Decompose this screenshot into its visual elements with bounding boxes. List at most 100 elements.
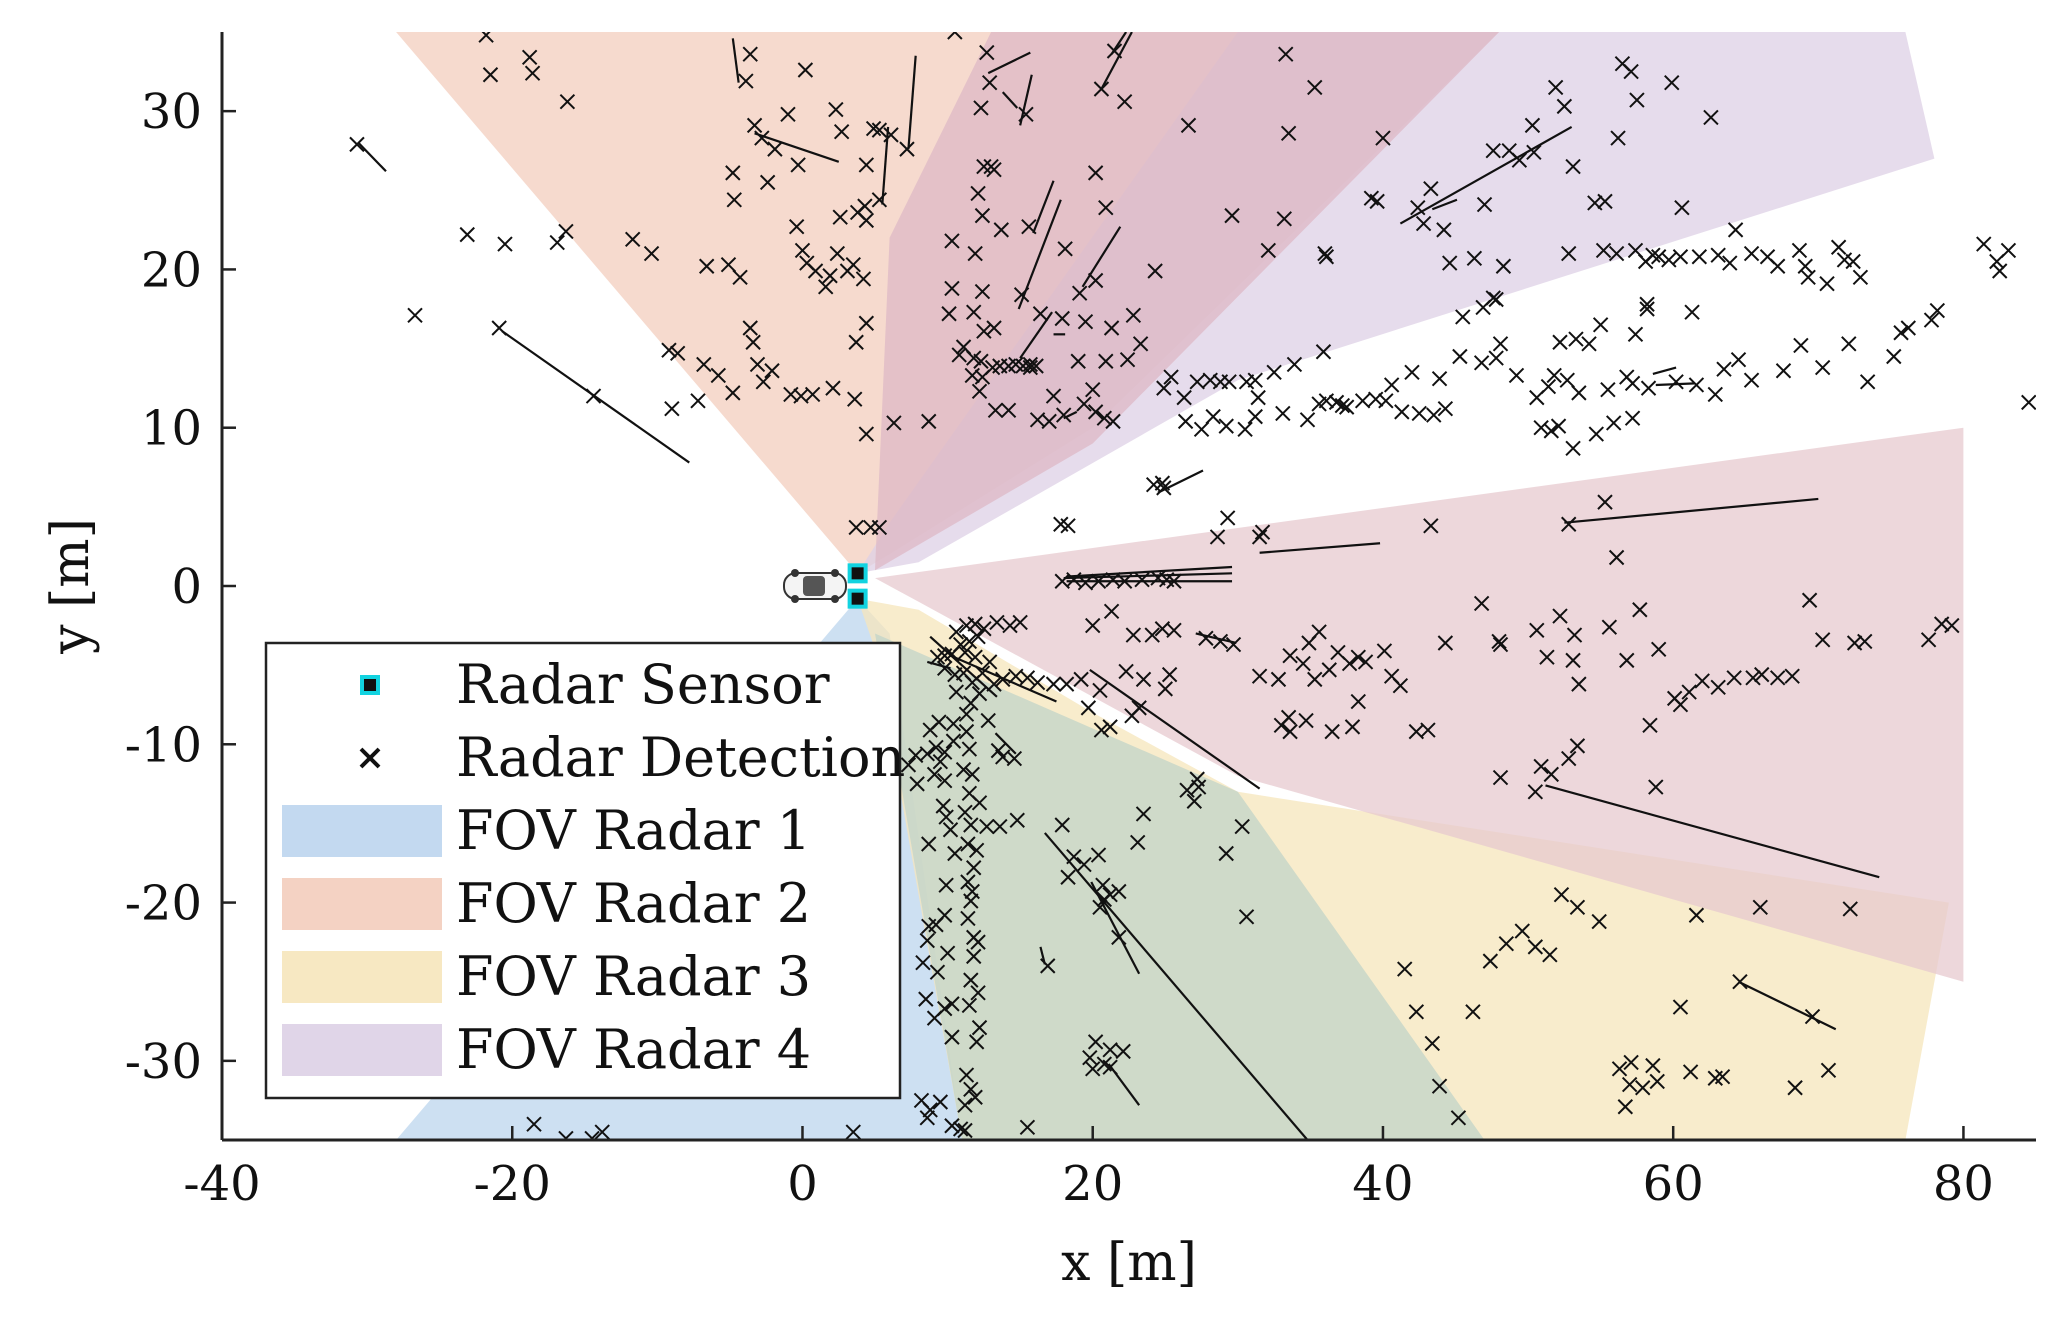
radar-detection-point bbox=[939, 945, 956, 961]
radar-detection-point bbox=[1218, 845, 1234, 862]
radar-detection-point bbox=[585, 388, 602, 404]
radar-detection-point bbox=[1060, 518, 1076, 534]
radar-detection-point bbox=[1886, 348, 1902, 365]
radar-detection-point bbox=[1087, 1034, 1104, 1050]
radar-detection-point bbox=[797, 62, 814, 78]
fov-region-5 bbox=[875, 633, 1485, 1140]
radar-detection-point bbox=[1600, 382, 1616, 398]
radar-detection-point bbox=[1397, 961, 1413, 977]
legend-label: Radar Sensor bbox=[456, 653, 830, 716]
radar-detection-point bbox=[754, 130, 770, 146]
radar-detection-point bbox=[661, 342, 677, 358]
radar-detection-point bbox=[948, 624, 965, 640]
radar-detection-point bbox=[1514, 923, 1530, 939]
radar-detection-point bbox=[989, 614, 1005, 631]
radar-detection-point bbox=[1455, 309, 1471, 325]
radar-detection-point bbox=[986, 162, 1002, 178]
radar-detection-point bbox=[1769, 670, 1786, 686]
radar-detection-point bbox=[1621, 1076, 1638, 1093]
radar-detection-point bbox=[1282, 647, 1298, 664]
radar-detection-point bbox=[1923, 312, 1940, 328]
radar-detection-point bbox=[865, 120, 882, 137]
radar-detection-point bbox=[1565, 652, 1581, 669]
radar-detection-point bbox=[964, 766, 980, 783]
legend-swatch bbox=[282, 1024, 442, 1076]
radar-detection-point bbox=[1426, 407, 1442, 423]
y-tick-label: 20 bbox=[141, 242, 202, 298]
detection-track bbox=[1564, 497, 1819, 524]
radar-detection-point bbox=[1013, 287, 1030, 303]
radar-detection-point bbox=[909, 776, 925, 792]
radar-detection-point bbox=[1450, 1110, 1467, 1126]
radar-detection-point bbox=[1238, 909, 1255, 925]
fov-region-4 bbox=[857, 32, 1935, 574]
radar-detection-point bbox=[1565, 158, 1581, 175]
radar-detection-point bbox=[1775, 363, 1792, 379]
radar-detection-point bbox=[738, 73, 754, 89]
radar-detection-point bbox=[945, 716, 962, 732]
legend-label: FOV Radar 4 bbox=[456, 1018, 811, 1081]
radar-detection-point bbox=[1076, 856, 1092, 873]
radar-detection-point bbox=[822, 268, 838, 284]
radar-detection-point bbox=[1743, 245, 1760, 262]
radar-detection-point bbox=[1096, 410, 1113, 426]
radar-detection-point bbox=[855, 271, 872, 287]
radar-detection-point bbox=[979, 44, 995, 61]
radar-detection-point bbox=[995, 671, 1011, 688]
radar-detection-point bbox=[1688, 377, 1705, 393]
radar-detection-point bbox=[871, 122, 888, 138]
radar-detection-point bbox=[558, 223, 574, 240]
x-tick-label: -20 bbox=[474, 1156, 551, 1212]
radar-detection-point bbox=[1527, 939, 1544, 955]
radar-detection-point bbox=[1624, 410, 1641, 426]
radar-sensor-marker bbox=[847, 588, 868, 609]
radar-detection-point bbox=[942, 822, 959, 838]
radar-detection-point bbox=[1041, 413, 1057, 430]
radar-detection-point bbox=[966, 860, 982, 876]
radar-detection-point bbox=[944, 280, 960, 297]
radar-detection-point bbox=[1857, 633, 1873, 650]
radar-detection-point bbox=[967, 1089, 983, 1105]
radar-detection-point bbox=[1893, 325, 1909, 341]
radar-detection-point bbox=[1383, 377, 1400, 393]
radar-detection-point bbox=[1090, 573, 1107, 589]
radar-detection-point bbox=[1270, 671, 1287, 688]
radar-detection-point bbox=[732, 269, 748, 286]
radar-detection-point bbox=[1436, 222, 1452, 238]
radar-detection-point bbox=[1344, 719, 1361, 735]
radar-detection-point bbox=[1369, 193, 1385, 210]
radar-detection-point bbox=[1176, 389, 1192, 406]
radar-detection-point bbox=[968, 842, 985, 859]
radar-detection-point bbox=[1565, 440, 1581, 456]
radar-detection-point bbox=[1276, 211, 1292, 227]
radar-detection-point bbox=[1684, 304, 1700, 320]
radar-detection-point bbox=[971, 1019, 988, 1036]
radar-detection-point bbox=[1508, 367, 1525, 384]
radar-detection-point bbox=[1392, 678, 1409, 694]
x-tick-label: -40 bbox=[183, 1156, 260, 1212]
radar-detection-point bbox=[1157, 681, 1173, 697]
radar-detection-point bbox=[749, 356, 766, 373]
radar-detection-point bbox=[524, 65, 541, 81]
radar-detection-point bbox=[1394, 404, 1410, 420]
detection-track bbox=[1089, 668, 1261, 790]
radar-detection-point bbox=[1566, 627, 1583, 643]
radar-detection-point bbox=[1144, 627, 1160, 643]
detection-track bbox=[1090, 881, 1141, 975]
radar-detection-point bbox=[1423, 518, 1439, 534]
radar-detection-point bbox=[1465, 1004, 1481, 1020]
legend-label: FOV Radar 3 bbox=[456, 945, 811, 1008]
radar-detection-point bbox=[1357, 654, 1374, 670]
radar-detection-point bbox=[1605, 415, 1622, 431]
radar-detection-point bbox=[1529, 622, 1545, 639]
radar-detection-point bbox=[981, 74, 998, 91]
radar-detection-point bbox=[1102, 719, 1118, 735]
y-tick-label: 30 bbox=[141, 84, 202, 140]
radar-detection-point bbox=[1077, 575, 1094, 591]
fov-region-6 bbox=[875, 427, 1964, 982]
x-axis-label: x [m] bbox=[1061, 1233, 1197, 1293]
radar-detection-point bbox=[1180, 117, 1197, 134]
radar-detection-point bbox=[1295, 655, 1311, 672]
radar-detection-point bbox=[1116, 573, 1133, 589]
radar-detection-point bbox=[899, 141, 915, 157]
